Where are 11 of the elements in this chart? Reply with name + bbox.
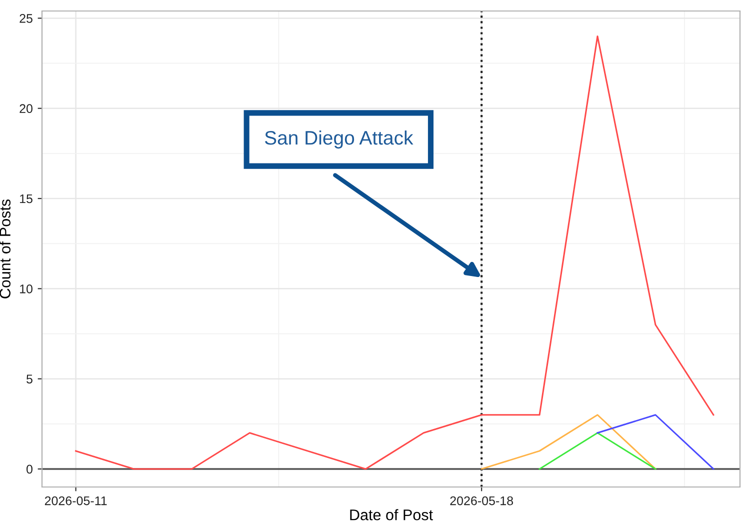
- x-tick-label: 2026-05-18: [450, 496, 513, 506]
- y-tick-label: 10: [20, 284, 32, 294]
- y-tick-label: 0: [26, 464, 32, 474]
- y-tick-label: 5: [26, 374, 32, 384]
- x-tick-label: 2026-05-11: [44, 496, 107, 506]
- line-series: [75, 35, 714, 470]
- x-axis-title: Date of Post: [350, 509, 433, 520]
- y-tick-label: 25: [20, 14, 32, 23]
- y-tick-label: 15: [20, 194, 32, 204]
- y-tick-label: 20: [20, 104, 32, 114]
- annotation: San Diego Attack: [264, 130, 414, 149]
